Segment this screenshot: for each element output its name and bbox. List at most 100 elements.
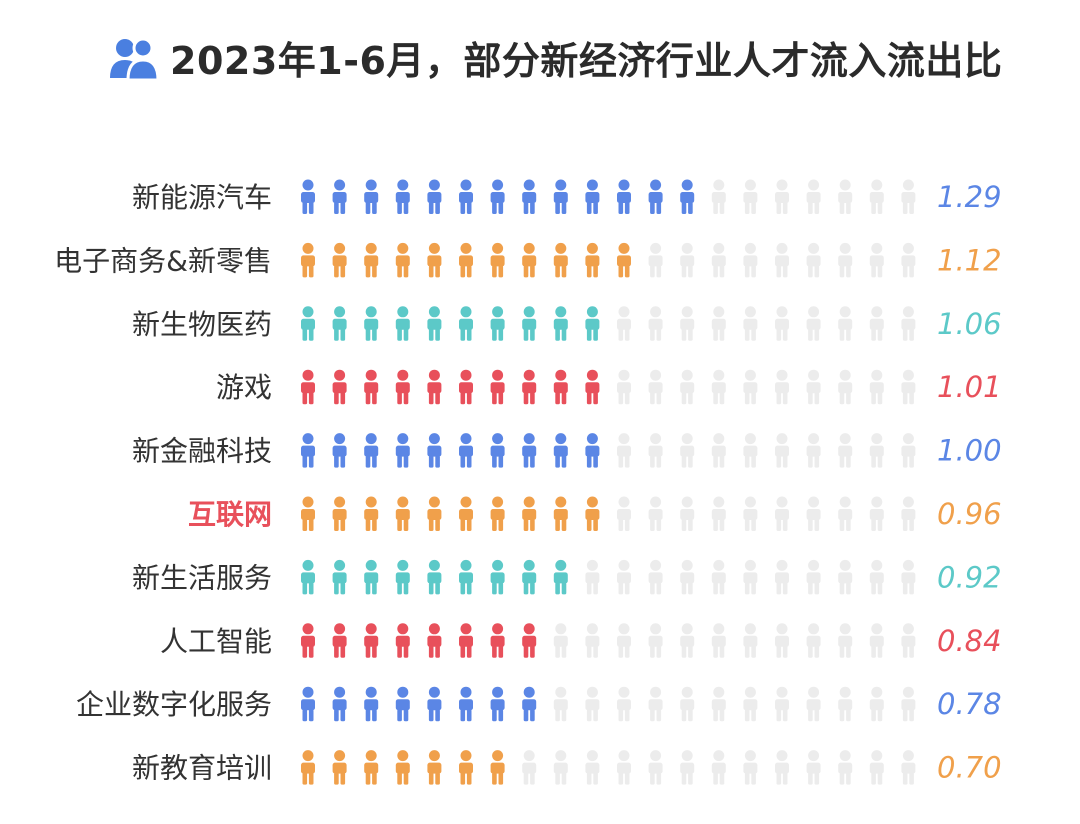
category-label: 新金融科技	[132, 435, 272, 468]
person-icon-filled	[617, 179, 631, 214]
person-icon-filled	[459, 496, 473, 531]
person-icon-filled	[522, 306, 537, 341]
person-icon-filled	[459, 686, 473, 722]
person-icon-empty	[711, 623, 726, 658]
person-icon-empty	[648, 433, 663, 468]
person-icon-empty	[838, 433, 853, 468]
person-icon-empty	[553, 686, 568, 722]
person-icon-filled	[553, 433, 568, 468]
person-icon-filled	[364, 242, 379, 278]
person-icon-filled	[490, 623, 505, 658]
person-icon-empty	[680, 686, 695, 722]
person-icon-filled	[364, 496, 379, 531]
person-icon-filled	[490, 306, 505, 341]
person-icon-empty	[869, 623, 884, 658]
person-icon-filled	[301, 750, 315, 785]
person-icon-filled	[301, 242, 315, 278]
person-icon-filled	[364, 559, 379, 595]
person-icon-empty	[869, 369, 884, 405]
person-icon-empty	[648, 750, 663, 785]
person-icon-empty	[743, 242, 758, 278]
person-icon-filled	[332, 750, 347, 785]
person-icon-filled	[553, 496, 568, 531]
person-icon-filled	[427, 369, 442, 405]
person-icon-filled	[680, 179, 695, 214]
person-icon-filled	[332, 496, 347, 531]
person-icon-empty	[553, 623, 568, 658]
person-icon-empty	[680, 559, 695, 595]
person-icon-empty	[806, 369, 821, 405]
person-icon-empty	[743, 369, 758, 405]
person-icon-filled	[553, 179, 568, 214]
person-icon-empty	[869, 686, 884, 722]
person-icon-empty	[680, 433, 695, 468]
person-icon-filled	[553, 242, 568, 278]
person-icon-empty	[869, 496, 884, 531]
person-icon-filled	[364, 179, 379, 214]
person-icon-filled	[301, 496, 315, 531]
person-icon-empty	[585, 750, 600, 785]
person-icon-empty	[648, 242, 663, 278]
person-icon-empty	[648, 306, 663, 341]
person-icon-filled	[332, 433, 347, 468]
person-icon-empty	[617, 306, 631, 341]
person-icon-filled	[522, 242, 537, 278]
person-icon-empty	[901, 433, 916, 468]
person-icon-filled	[395, 750, 410, 785]
category-label: 电子商务&新零售	[54, 244, 272, 277]
person-icon-empty	[680, 750, 695, 785]
category-label: 新教育培训	[132, 752, 272, 785]
person-icon-filled	[364, 369, 379, 405]
person-icon-empty	[901, 623, 916, 658]
person-icon-empty	[617, 750, 631, 785]
person-icon-empty	[775, 179, 789, 214]
person-icon-empty	[901, 369, 916, 405]
person-icon-empty	[901, 496, 916, 531]
person-icon-filled	[459, 623, 473, 658]
value-label: 1.01	[937, 370, 1002, 404]
person-icon-filled	[617, 242, 631, 278]
person-icon-empty	[901, 559, 916, 595]
person-icon-filled	[395, 623, 410, 658]
person-icon-filled	[301, 433, 315, 468]
person-icon-empty	[775, 750, 789, 785]
person-icon-empty	[869, 242, 884, 278]
person-icon-empty	[711, 433, 726, 468]
person-icon-filled	[459, 306, 473, 341]
person-icon-empty	[743, 686, 758, 722]
category-label: 新能源汽车	[132, 181, 272, 214]
value-label: 1.29	[937, 180, 1002, 214]
person-icon-filled	[490, 559, 505, 595]
person-icon-filled	[522, 559, 537, 595]
category-label: 新生活服务	[132, 561, 272, 594]
person-icon-filled	[553, 559, 568, 595]
person-icon-empty	[680, 369, 695, 405]
person-icon-empty	[838, 623, 853, 658]
category-label: 互联网	[188, 498, 272, 531]
person-icon-filled	[395, 496, 410, 531]
person-icon-filled	[553, 306, 568, 341]
person-icon-empty	[648, 623, 663, 658]
person-icon-filled	[332, 559, 347, 595]
person-icon-empty	[838, 306, 853, 341]
person-icon-empty	[743, 179, 758, 214]
person-icon-empty	[743, 623, 758, 658]
person-icon-filled	[395, 559, 410, 595]
person-icon-empty	[806, 242, 821, 278]
person-icon-filled	[648, 179, 663, 214]
person-icon-empty	[743, 750, 758, 785]
person-icon-empty	[775, 559, 789, 595]
person-icon-filled	[427, 686, 442, 722]
person-icon-empty	[775, 306, 789, 341]
person-icon-empty	[869, 750, 884, 785]
person-icon-empty	[617, 686, 631, 722]
person-icon-empty	[869, 179, 884, 214]
value-label: 1.00	[937, 434, 1002, 468]
title-row: 2023年1-6月，部分新经济行业人才流入流出比	[108, 30, 1002, 85]
person-icon-empty	[806, 496, 821, 531]
person-icon-empty	[901, 306, 916, 341]
person-icon-empty	[806, 750, 821, 785]
person-icon-filled	[332, 306, 347, 341]
person-icon-empty	[901, 750, 916, 785]
